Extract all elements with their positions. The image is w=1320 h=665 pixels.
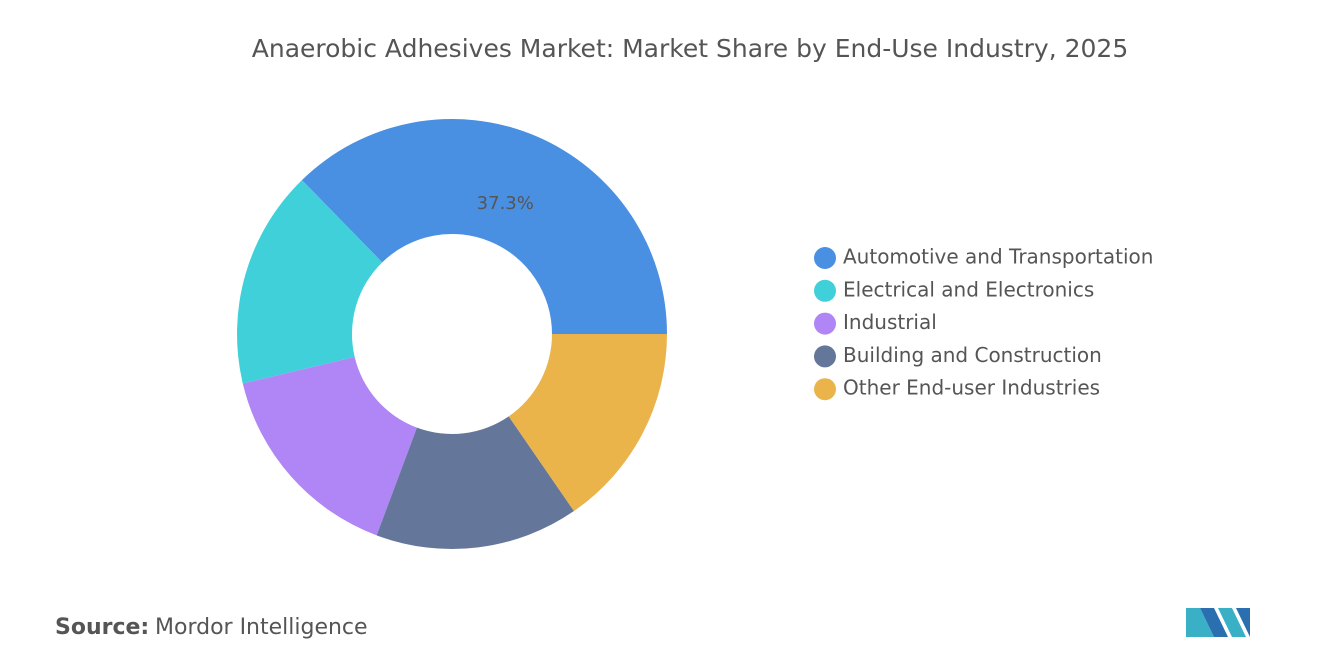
legend-marker [814, 378, 836, 401]
donut-slice [242, 357, 417, 536]
donut-slice [508, 334, 667, 512]
source-label: Source: [55, 615, 149, 640]
logo [1186, 608, 1250, 637]
data-label: 37.3% [477, 193, 534, 214]
source: Mordor Intelligence [155, 615, 368, 640]
donut-slice [236, 180, 383, 384]
legend-marker [814, 312, 836, 335]
legend-marker [814, 279, 836, 302]
chart-title: Anaerobic Adhesives Market: Market Share… [252, 34, 1128, 63]
donut-slice [301, 118, 667, 334]
legend-marker [814, 247, 836, 269]
legend-label: Industrial [843, 310, 937, 334]
donut-slice [376, 416, 574, 549]
legend-label: Building and Construction [843, 343, 1102, 367]
legend-label: Automotive and Transportation [843, 245, 1153, 269]
legend-label: Electrical and Electronics [843, 277, 1094, 301]
legend-label: Other End-user Industries [843, 376, 1100, 400]
legend-marker [814, 345, 836, 368]
